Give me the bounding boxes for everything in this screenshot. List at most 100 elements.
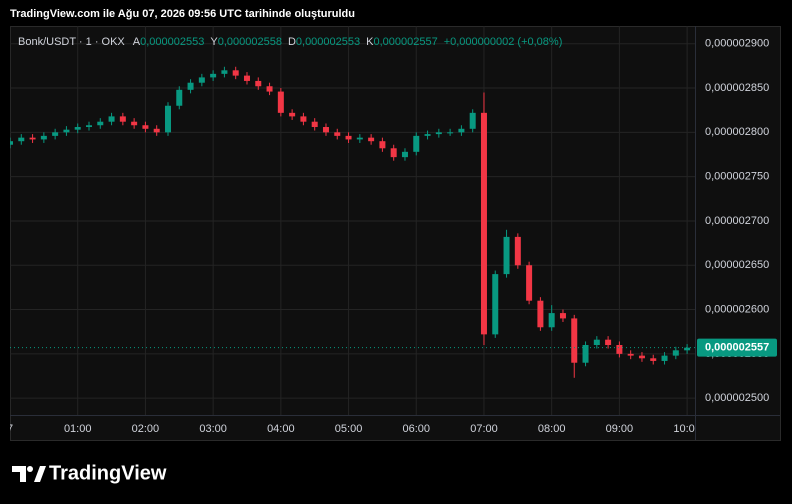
x-tick-label: 05:00 — [335, 423, 363, 435]
candle-body — [593, 339, 600, 345]
candle-body — [119, 116, 126, 122]
candle-body — [176, 89, 183, 106]
candle-body — [672, 350, 679, 356]
y-axis: 0,0000025000,0000025500,0000026000,00000… — [697, 38, 777, 404]
candle-body — [616, 344, 623, 354]
y-tick-label: 0,000002850 — [705, 82, 769, 94]
y-tick-label: 0,000002500 — [705, 392, 769, 404]
x-tick-label: 06:00 — [402, 423, 430, 435]
candle-body — [435, 132, 442, 135]
candle-body — [684, 347, 691, 351]
candle-body — [63, 129, 70, 133]
candle-body — [277, 91, 284, 113]
candle-body — [638, 355, 645, 359]
x-tick-label: 04:00 — [267, 423, 295, 435]
candle-body — [164, 105, 171, 133]
last-price-box — [697, 338, 777, 357]
candle-body — [85, 125, 92, 128]
ohlc-key: A — [133, 36, 141, 48]
y-tick-label: 0,000002900 — [705, 38, 769, 50]
logo-mark — [34, 466, 46, 482]
y-tick-label: 0,000002650 — [705, 259, 769, 271]
candle-body — [289, 112, 296, 117]
candle-body — [255, 80, 262, 87]
x-tick-label: 07:00 — [470, 423, 498, 435]
candle-body — [131, 121, 138, 126]
candle-body — [661, 355, 668, 361]
candle-body — [97, 121, 104, 126]
candle-body — [379, 141, 386, 149]
ohlc-key: K — [366, 36, 374, 48]
x-tick-label: 03:00 — [199, 423, 227, 435]
symbol-legend: Bonk/USDT · 1 · OKX A0,000002553 Y0,000002… — [18, 36, 562, 48]
brand: TradingView — [49, 462, 167, 484]
candle-body — [514, 236, 521, 266]
candle-body — [300, 116, 307, 122]
candle-body — [537, 300, 544, 328]
candle-body — [52, 132, 59, 136]
candle-body — [153, 128, 160, 133]
x-tick-label: 01:00 — [64, 423, 92, 435]
x-tick-label: 08:00 — [538, 423, 566, 435]
candle-body — [458, 128, 465, 133]
ohlc-key: Y — [210, 36, 218, 48]
candle-body — [266, 86, 273, 92]
x-tick-label: 10:00 — [673, 423, 701, 435]
y-tick-label: 0,000002800 — [705, 126, 769, 138]
candle-body — [413, 135, 420, 152]
logo-mark — [27, 466, 33, 472]
candle-body — [345, 135, 352, 140]
chart-panel — [10, 26, 781, 441]
candle-body — [221, 70, 228, 74]
candle-body — [29, 137, 36, 140]
ohlc-value: 0,000002553 — [296, 36, 360, 48]
candle-body — [650, 358, 657, 361]
caption: TradingView.com ile Ağu 07, 2026 09:56 U… — [10, 8, 355, 20]
last-price-label: 0,000002557 — [705, 342, 769, 354]
candle-body — [334, 132, 341, 136]
y-tick-label: 0,000002750 — [705, 171, 769, 183]
candle-body — [322, 127, 329, 133]
symbol: Bonk/USDT · 1 · OKX — [18, 36, 125, 48]
candle-body — [480, 112, 487, 335]
candle-body — [571, 318, 578, 363]
candle-body — [503, 236, 510, 275]
logo-mark — [12, 466, 26, 482]
candles — [10, 66, 695, 378]
candle-body — [559, 313, 566, 319]
candle-body — [526, 265, 533, 301]
candle-body — [627, 353, 634, 356]
candle-body — [582, 344, 589, 363]
candle-body — [40, 135, 47, 140]
y-tick-label: 0,000002700 — [705, 215, 769, 227]
y-tick-label: 0,000002600 — [705, 303, 769, 315]
ohlc-key: D — [288, 36, 296, 48]
candle-body — [10, 141, 13, 145]
candle-body — [356, 137, 363, 140]
candle-body — [548, 313, 555, 328]
change: +0,000000002 (+0,08%) — [444, 36, 563, 48]
candle-body — [74, 127, 81, 130]
candle-body — [492, 274, 499, 335]
ohlc-value: 0,000002553 — [140, 36, 204, 48]
candle-body — [447, 132, 454, 134]
x-axis: 7 01:00 02:00 03:00 04:00 05:00 06:00 07:00 08:0… — [7, 423, 701, 435]
candle-body — [605, 339, 612, 345]
candle-body — [18, 137, 25, 142]
candle-body — [142, 125, 149, 129]
x-tick-label: 02:00 — [132, 423, 160, 435]
candle-body — [311, 121, 318, 128]
candle-body — [187, 82, 194, 90]
x-tick-label: 09:00 — [606, 423, 634, 435]
candle-body — [469, 112, 476, 129]
candle-body — [424, 134, 431, 136]
x-tick-label: 7 — [7, 423, 13, 435]
candle-body — [243, 75, 250, 81]
candle-body — [390, 148, 397, 158]
candle-body — [232, 70, 239, 76]
ohlc-value: 0,000002558 — [218, 36, 282, 48]
candle-body — [368, 137, 375, 142]
candle-body — [210, 73, 217, 78]
